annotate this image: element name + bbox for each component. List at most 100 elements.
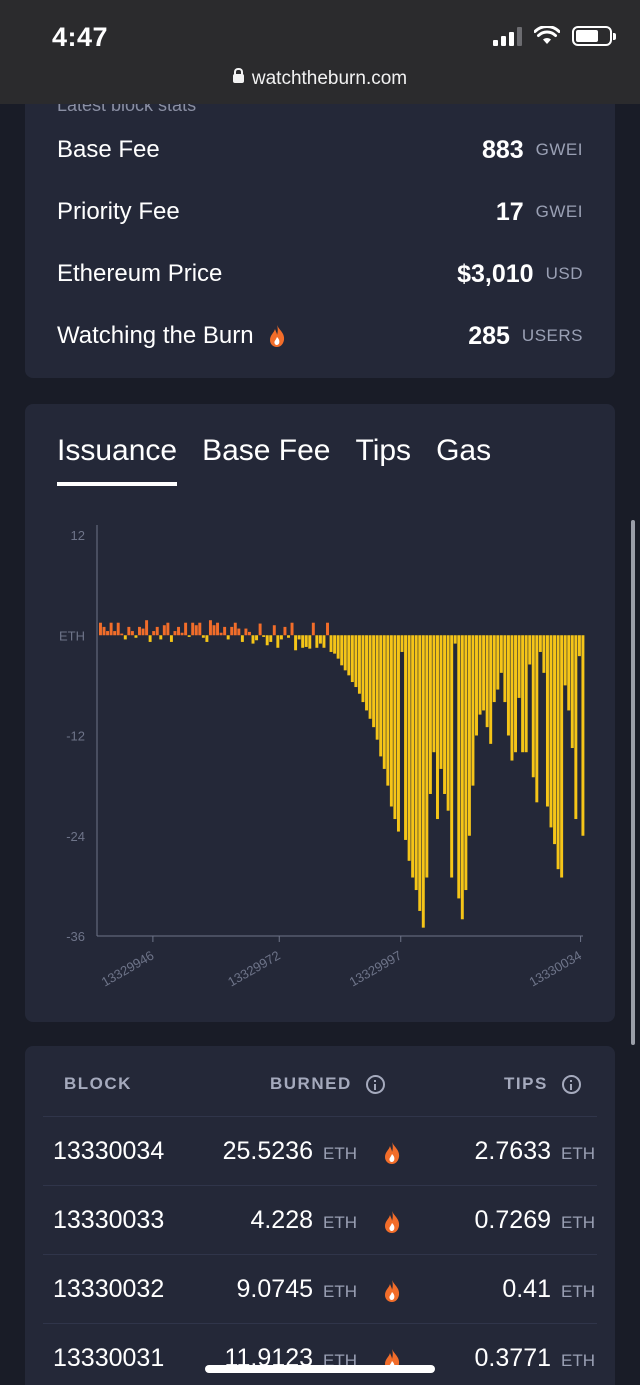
- bar: [329, 635, 333, 652]
- burned-value: 4.228: [250, 1206, 313, 1234]
- bar: [230, 626, 234, 636]
- bar: [318, 635, 322, 644]
- column-header-burned-label: BURNED: [270, 1074, 352, 1093]
- bar: [180, 632, 184, 636]
- table-row[interactable]: 13330032 9.0745 ETH 0.41 ETH: [43, 1254, 597, 1324]
- bar: [570, 635, 574, 749]
- bar: [372, 635, 376, 728]
- tab-gas[interactable]: Gas: [436, 434, 492, 467]
- bar: [304, 635, 308, 647]
- stat-value: 285: [468, 321, 510, 350]
- bar: [411, 635, 415, 878]
- flame-icon: [383, 1279, 401, 1308]
- bar: [208, 620, 212, 636]
- bar: [120, 633, 124, 636]
- bar: [521, 635, 525, 753]
- burned-amount: 9.0745 ETH: [237, 1275, 357, 1304]
- table-row[interactable]: 13330034 25.5236 ETH 2.7633 ETH: [43, 1116, 597, 1186]
- bar: [308, 635, 312, 649]
- bar: [560, 635, 564, 878]
- bar: [475, 635, 478, 736]
- stat-unit: USERS: [521, 326, 583, 345]
- bar: [223, 626, 227, 636]
- clock: 4:47: [52, 22, 109, 52]
- tab-tips[interactable]: Tips: [355, 434, 412, 467]
- stat-value: 883: [481, 135, 524, 164]
- x-tick-label: 13329997: [347, 948, 405, 990]
- bar: [443, 635, 447, 794]
- y-tick-label: ETH: [59, 628, 85, 643]
- column-header-block: BLOCK: [64, 1074, 132, 1093]
- bar: [489, 635, 493, 744]
- tab-base-fee[interactable]: Base Fee: [202, 434, 331, 467]
- bar: [354, 635, 358, 688]
- block-number[interactable]: 13330033: [53, 1206, 165, 1234]
- bar: [347, 635, 351, 676]
- bar: [425, 635, 429, 878]
- bar: [524, 635, 528, 753]
- burned-value: 25.5236: [222, 1137, 313, 1165]
- bar: [152, 631, 156, 636]
- bar: [375, 635, 379, 740]
- bar: [279, 635, 283, 640]
- stat-unit: GWEI: [535, 202, 583, 221]
- tips-value: 2.7633: [474, 1137, 551, 1165]
- bar: [492, 635, 496, 703]
- lock-icon: [232, 68, 244, 83]
- bar: [333, 635, 337, 654]
- tips-amount: 0.41 ETH: [502, 1275, 595, 1304]
- column-header-tips-label: TIPS: [504, 1074, 548, 1093]
- burned-unit: ETH: [323, 1213, 357, 1232]
- bar: [177, 626, 180, 636]
- stat-row-watching: Watching the Burn 285 USERS: [57, 316, 583, 356]
- bar: [99, 622, 102, 636]
- bar: [194, 625, 198, 636]
- bar: [155, 626, 159, 636]
- bar: [340, 635, 344, 666]
- bar: [418, 635, 422, 911]
- bar: [357, 635, 361, 694]
- bar: [510, 635, 514, 761]
- info-icon[interactable]: [561, 1074, 581, 1094]
- bar: [553, 635, 557, 845]
- block-number[interactable]: 13330032: [53, 1275, 165, 1303]
- bar: [326, 622, 329, 636]
- bar: [106, 631, 110, 636]
- home-indicator[interactable]: [205, 1365, 435, 1373]
- bar: [393, 635, 397, 820]
- x-tick-label: 13329946: [99, 948, 157, 990]
- info-icon[interactable]: [365, 1074, 385, 1094]
- bar: [407, 635, 411, 861]
- address-bar[interactable]: watchtheburn.com: [0, 68, 640, 90]
- bar: [205, 635, 209, 642]
- status-bar: 4:47 watchtheburn.com: [0, 0, 640, 104]
- tab-issuance[interactable]: Issuance: [57, 434, 178, 486]
- scrollbar[interactable]: [631, 520, 635, 1045]
- stat-label: Base Fee: [57, 136, 160, 163]
- stat-unit: GWEI: [535, 140, 583, 159]
- block-number[interactable]: 13330034: [53, 1137, 165, 1165]
- bar: [159, 635, 163, 640]
- bar: [116, 622, 120, 636]
- bar: [187, 635, 191, 637]
- table-row[interactable]: 13330031 11.9123 ETH 0.3771 ETH: [43, 1323, 597, 1385]
- tips-unit: ETH: [561, 1213, 595, 1232]
- block-number[interactable]: 13330031: [53, 1344, 165, 1372]
- bar: [219, 632, 223, 636]
- bar: [201, 635, 205, 638]
- stat-label: Watching the Burn: [57, 322, 468, 350]
- flame-icon: [269, 325, 284, 347]
- tips-value: 0.7269: [474, 1206, 551, 1234]
- table-row[interactable]: 13330033 4.228 ETH 0.7269 ETH: [43, 1185, 597, 1255]
- bar: [464, 635, 468, 891]
- stat-unit: USD: [545, 264, 583, 283]
- bar: [414, 635, 418, 891]
- chart-card: Issuance Base Fee Tips Gas 12 ETH -12 -24 -3…: [25, 404, 615, 1022]
- battery-icon: [572, 26, 616, 46]
- bar: [567, 635, 571, 711]
- tips-amount: 0.3771 ETH: [475, 1344, 595, 1373]
- bar: [216, 622, 220, 636]
- tips-amount: 2.7633 ETH: [475, 1137, 595, 1166]
- bar: [198, 622, 202, 636]
- bar: [315, 635, 319, 648]
